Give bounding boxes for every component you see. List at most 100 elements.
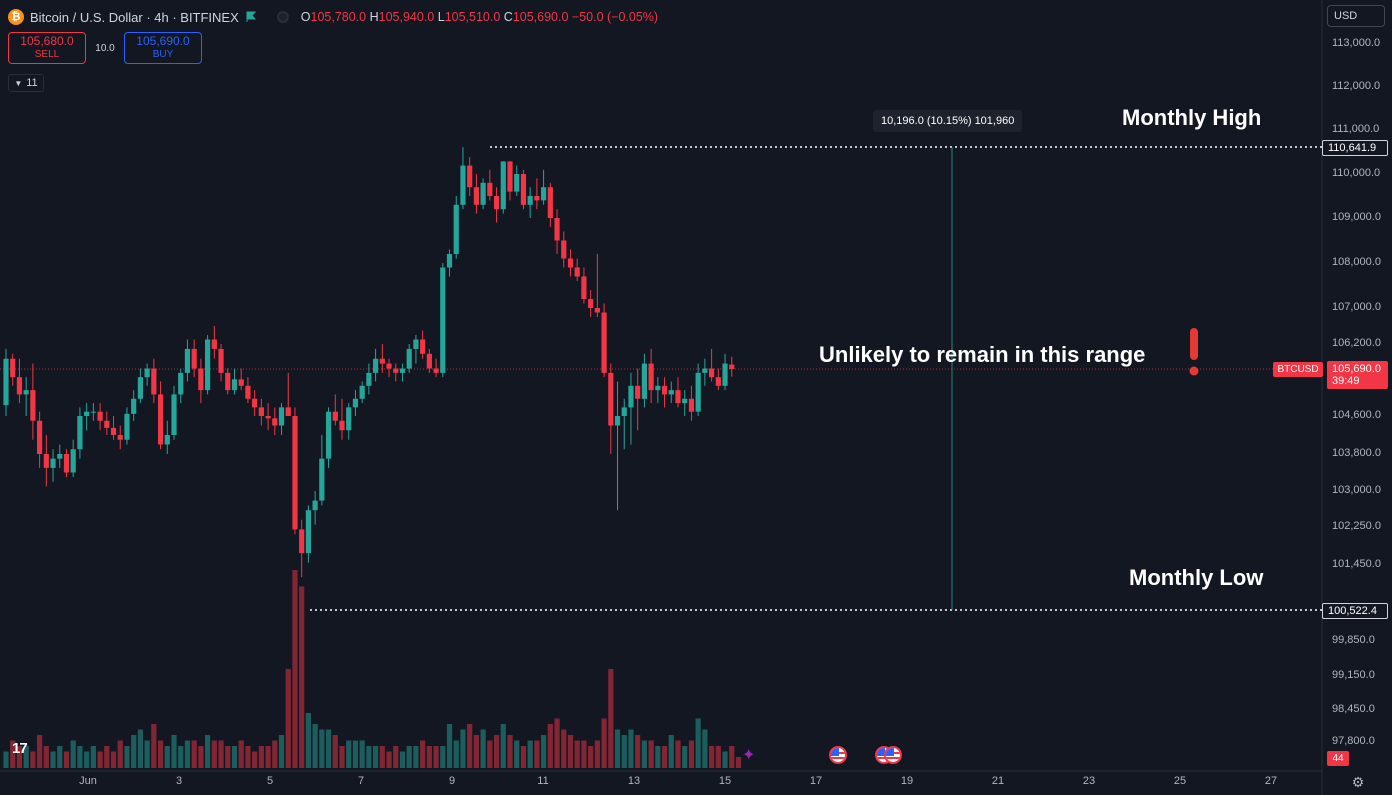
volume-bar: [211, 740, 217, 768]
volume-bar: [467, 724, 473, 768]
candle-body: [292, 416, 298, 530]
us-flag-icon[interactable]: [829, 746, 847, 764]
candle-body: [433, 368, 439, 373]
volume-bar: [265, 746, 271, 768]
sparkle-event-icon[interactable]: ✦: [742, 747, 756, 764]
candle-body: [601, 312, 607, 373]
candle-body: [117, 435, 123, 440]
exclamation-icon[interactable]: [1188, 328, 1200, 376]
candle-body: [131, 398, 137, 414]
candle-body: [547, 187, 553, 218]
volume-bar: [352, 740, 359, 768]
range-comment[interactable]: Unlikely to remain in this range: [819, 342, 1146, 367]
candle-body: [588, 299, 594, 308]
candle-body: [695, 372, 701, 412]
candle-body: [386, 363, 392, 369]
price-tick-label: 111,000.0: [1332, 123, 1380, 135]
candle-body: [621, 407, 627, 416]
volume-bar: [406, 746, 412, 768]
volume-bar: [278, 735, 285, 768]
candle-body: [366, 372, 372, 386]
volume-bar: [137, 729, 143, 768]
volume-bar: [218, 740, 224, 768]
time-tick-label: Jun: [79, 775, 97, 787]
candle-body: [413, 339, 419, 349]
candle-body: [352, 398, 359, 408]
volume-bar: [446, 724, 453, 768]
candle-body: [682, 398, 688, 404]
volume-bar: [70, 740, 76, 768]
volume-bar: [641, 740, 647, 768]
candle-body: [258, 407, 264, 416]
us-flag-icon[interactable]: [884, 746, 902, 764]
price-tick-label: 98,450.0: [1332, 703, 1375, 715]
measure-label[interactable]: 10,196.0 (10.15%) 101,960: [873, 110, 1023, 132]
volume-bar: [534, 740, 540, 768]
candle-body: [319, 458, 325, 501]
volume-bar: [426, 746, 432, 768]
volume-bar: [252, 751, 258, 768]
volume-bar: [339, 746, 345, 768]
candle-body: [722, 363, 728, 386]
candle-body: [43, 454, 49, 468]
monthly-high-tag: 110,641.9: [1322, 140, 1388, 156]
chevron-down-icon: ▼: [14, 78, 23, 88]
volume-bar: [480, 729, 486, 768]
candle-body: [110, 427, 117, 435]
volume-bar: [332, 735, 338, 768]
candle-body: [554, 218, 560, 241]
candle-body: [507, 161, 513, 192]
volume-bar: [57, 746, 63, 768]
monthly-low-label[interactable]: Monthly Low: [1129, 565, 1264, 590]
candle-body: [426, 353, 432, 369]
buy-button[interactable]: 105,690.0 BUY: [124, 32, 202, 64]
time-tick-label: 21: [991, 775, 1005, 787]
volume-bar: [50, 751, 56, 768]
visibility-icon[interactable]: [276, 11, 289, 23]
sell-button[interactable]: 105,680.0 SELL: [8, 32, 86, 64]
candle-body: [178, 372, 184, 395]
candle-body: [3, 358, 9, 406]
candle-body: [493, 196, 500, 210]
time-tick-label: 7: [357, 775, 365, 787]
volume-bar: [299, 586, 305, 768]
candle-body: [124, 413, 130, 440]
candle-body: [37, 420, 43, 454]
price-tick-label: 109,000.0: [1332, 211, 1381, 223]
volume-bar: [16, 746, 23, 768]
volume-bar: [473, 735, 479, 768]
volume-bar: [258, 746, 264, 768]
volume-bar: [325, 729, 332, 768]
volume-bar: [655, 746, 661, 768]
volume-bar: [285, 669, 291, 768]
candle-body: [312, 500, 318, 511]
volume-bar: [635, 735, 641, 768]
time-tick-label: 11: [537, 775, 549, 787]
tradingview-logo[interactable]: 17: [12, 740, 28, 757]
volume-bar: [117, 740, 123, 768]
volume-bar: [272, 740, 278, 768]
candle-body: [702, 368, 708, 373]
candle-body: [205, 339, 211, 391]
symbol-legend: ₿ Bitcoin / U.S. Dollar · 4h · BITFINEX …: [8, 8, 658, 26]
price-tick-label: 103,000.0: [1332, 484, 1381, 496]
candle-body: [77, 416, 83, 450]
volume-bar: [319, 729, 325, 768]
candle-body: [305, 510, 311, 554]
price-tick-label: 99,150.0: [1332, 669, 1375, 681]
candle-body: [299, 529, 305, 554]
volume-bar: [682, 746, 688, 768]
currency-select[interactable]: USD: [1327, 5, 1385, 27]
flag-icon[interactable]: [245, 11, 257, 23]
candle-body: [487, 182, 493, 196]
volume-bar: [722, 751, 728, 768]
monthly-high-label[interactable]: Monthly High: [1122, 105, 1262, 130]
symbol-title[interactable]: Bitcoin / U.S. Dollar · 4h · BITFINEX: [30, 9, 239, 25]
price-tick-label: 113,000.0: [1332, 37, 1381, 49]
volume-bar: [668, 735, 674, 768]
candle-body: [420, 339, 426, 354]
candle-body: [211, 339, 217, 349]
indicators-toggle[interactable]: ▼ 11: [8, 74, 44, 92]
gear-icon[interactable]: ⚙: [1351, 774, 1365, 790]
